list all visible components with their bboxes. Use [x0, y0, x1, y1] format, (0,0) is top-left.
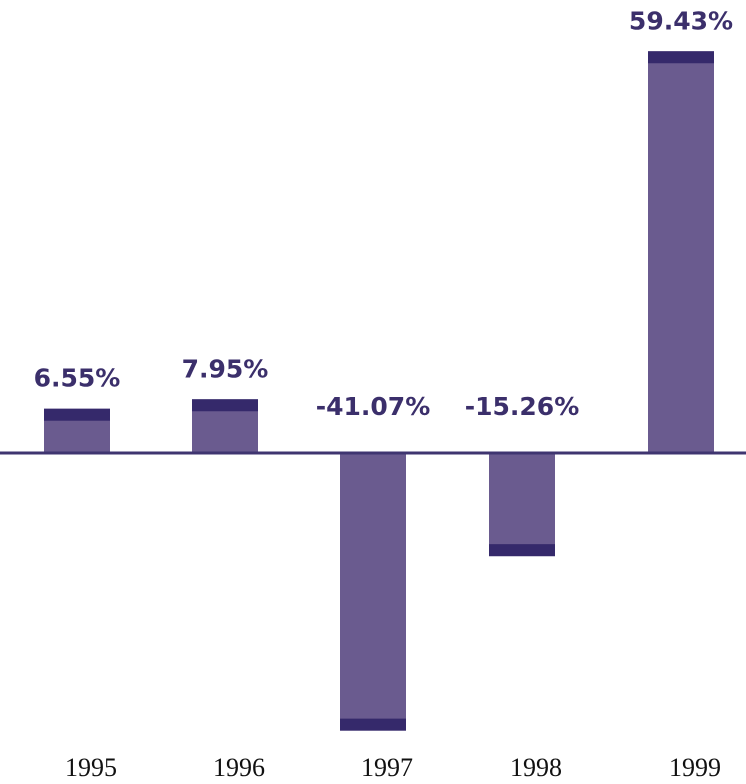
bar-cap-1998: [489, 544, 555, 557]
bar-cap-1999: [648, 51, 714, 64]
data-label-1996: 7.95%: [182, 354, 269, 383]
data-label-1998: -15.26%: [465, 392, 580, 421]
data-label-1997: -41.07%: [316, 392, 431, 421]
data-labels-group: 6.55% 7.95% -41.07% -15.26% 59.43%: [34, 6, 733, 421]
bar-cap-1997: [340, 718, 406, 731]
bar-1997: [340, 453, 406, 731]
bar-1999: [648, 51, 714, 453]
bar-cap-1996: [192, 399, 258, 412]
x-tick-label-1996: 1996: [213, 753, 265, 782]
x-tick-label-1998: 1998: [510, 753, 562, 782]
data-label-1999: 59.43%: [629, 6, 733, 35]
bars-group: [44, 51, 714, 731]
data-label-1995: 6.55%: [34, 364, 121, 393]
bar-cap-1995: [44, 408, 110, 421]
x-tick-labels-group: 1995 1996 1997 1998 1999: [65, 753, 721, 782]
x-tick-label-1995: 1995: [65, 753, 117, 782]
bar-1998: [489, 453, 555, 557]
x-tick-label-1999: 1999: [669, 753, 721, 782]
x-tick-label-1997: 1997: [361, 753, 413, 782]
